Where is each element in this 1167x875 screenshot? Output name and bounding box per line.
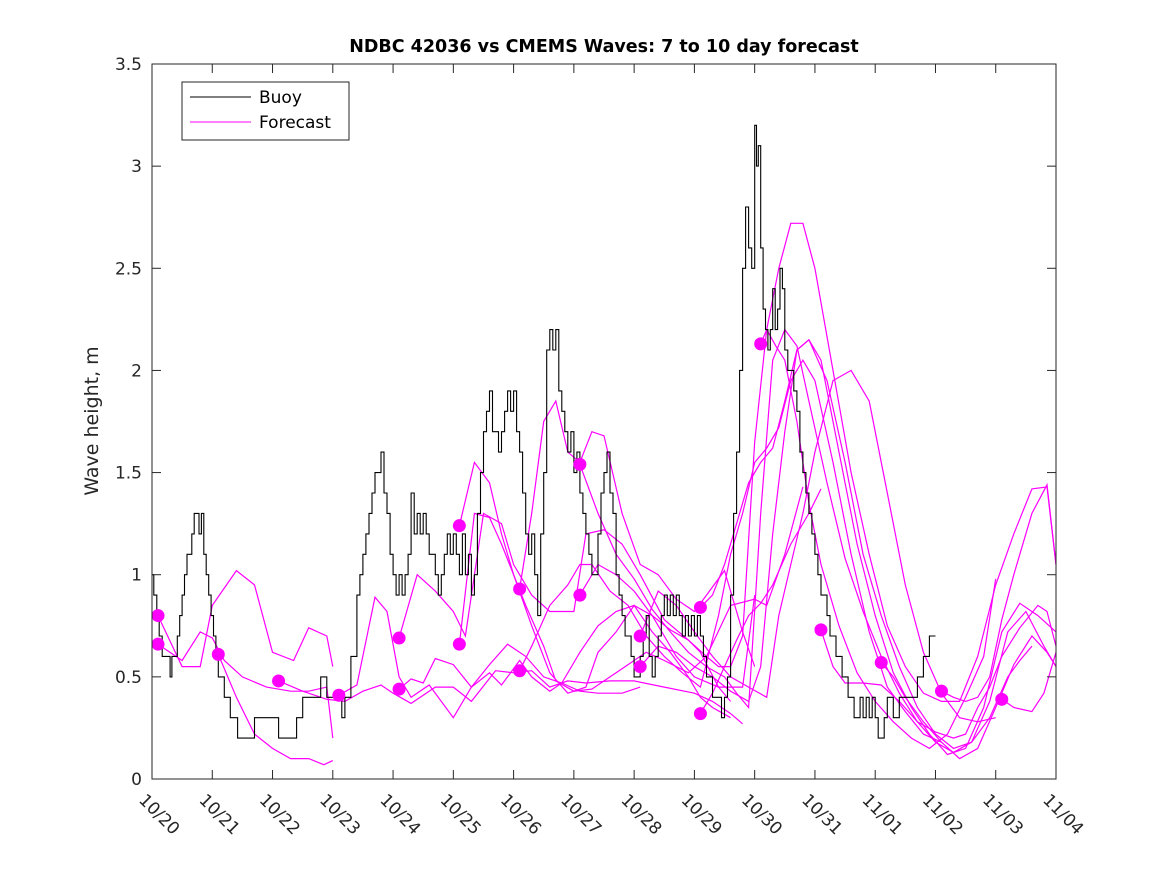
plot-area	[152, 64, 1056, 779]
forecast-start-marker-11	[513, 664, 527, 678]
forecast-start-marker-9	[452, 637, 466, 651]
forecast-start-marker-1	[151, 609, 165, 623]
forecast-line-18	[760, 328, 997, 750]
y-tick-label: 1	[131, 566, 142, 586]
forecast-start-marker-17	[693, 707, 707, 721]
forecast-line-5	[338, 595, 641, 719]
forecast-line-7	[398, 595, 756, 692]
forecast-start-marker-18	[754, 337, 768, 351]
forecast-start-marker-14	[633, 629, 647, 643]
y-tick-label: 3.5	[115, 55, 142, 75]
forecast-line-20	[880, 635, 1057, 760]
forecast-line-13	[579, 222, 1057, 703]
legend-buoy-label: Buoy	[259, 88, 302, 108]
y-tick-label: 2.5	[115, 259, 142, 279]
forecast-start-marker-12	[573, 457, 587, 471]
forecast-start-marker-6	[392, 631, 406, 645]
y-tick-label: 3	[131, 157, 142, 177]
y-tick-label: 0.5	[115, 668, 142, 688]
legend-forecast-label: Forecast	[259, 113, 331, 133]
forecast-start-marker-8	[452, 519, 466, 533]
forecast-line-8	[458, 461, 804, 692]
forecast-start-marker-15	[633, 660, 647, 674]
forecast-line-1	[157, 569, 334, 668]
y-tick-label: 1.5	[115, 464, 142, 484]
forecast-line-17	[699, 488, 822, 714]
forecast-start-marker-3	[211, 647, 225, 661]
buoy-line	[152, 124, 936, 739]
y-axis-label: Wave height, m	[81, 346, 103, 495]
forecast-start-marker-5	[332, 688, 346, 702]
forecast-line-6	[398, 512, 732, 702]
forecast-line-22	[1001, 652, 1057, 713]
series-layer	[151, 124, 1057, 766]
forecast-start-marker-16	[693, 600, 707, 614]
y-tick-label: 0	[131, 770, 142, 790]
legend: Buoy Forecast	[181, 81, 350, 141]
forecast-start-marker-13	[573, 588, 587, 602]
forecast-line-16	[699, 338, 1057, 756]
forecast-start-marker-2	[151, 637, 165, 651]
forecast-line-4	[278, 670, 743, 725]
legend-box	[181, 81, 350, 141]
chart-title: NDBC 42036 vs CMEMS Waves: 7 to 10 day f…	[349, 37, 859, 57]
y-tick-label: 2	[131, 361, 142, 381]
forecast-start-marker-20	[874, 656, 888, 670]
forecast-start-marker-19	[814, 623, 828, 637]
forecast-start-marker-22	[995, 692, 1009, 706]
forecast-start-marker-4	[272, 674, 286, 688]
forecast-line-11	[519, 359, 942, 743]
axes-box	[151, 63, 1057, 780]
forecast-start-marker-21	[934, 684, 948, 698]
forecast-line-21	[941, 482, 1057, 703]
forecast-line-2	[157, 631, 334, 739]
forecast-start-marker-10	[513, 582, 527, 596]
forecast-start-marker-7	[392, 682, 406, 696]
forecast-line-9	[458, 512, 731, 719]
forecast-line-19	[820, 604, 1057, 739]
forecast-line-10	[519, 399, 756, 667]
forecast-line-3	[217, 654, 334, 766]
